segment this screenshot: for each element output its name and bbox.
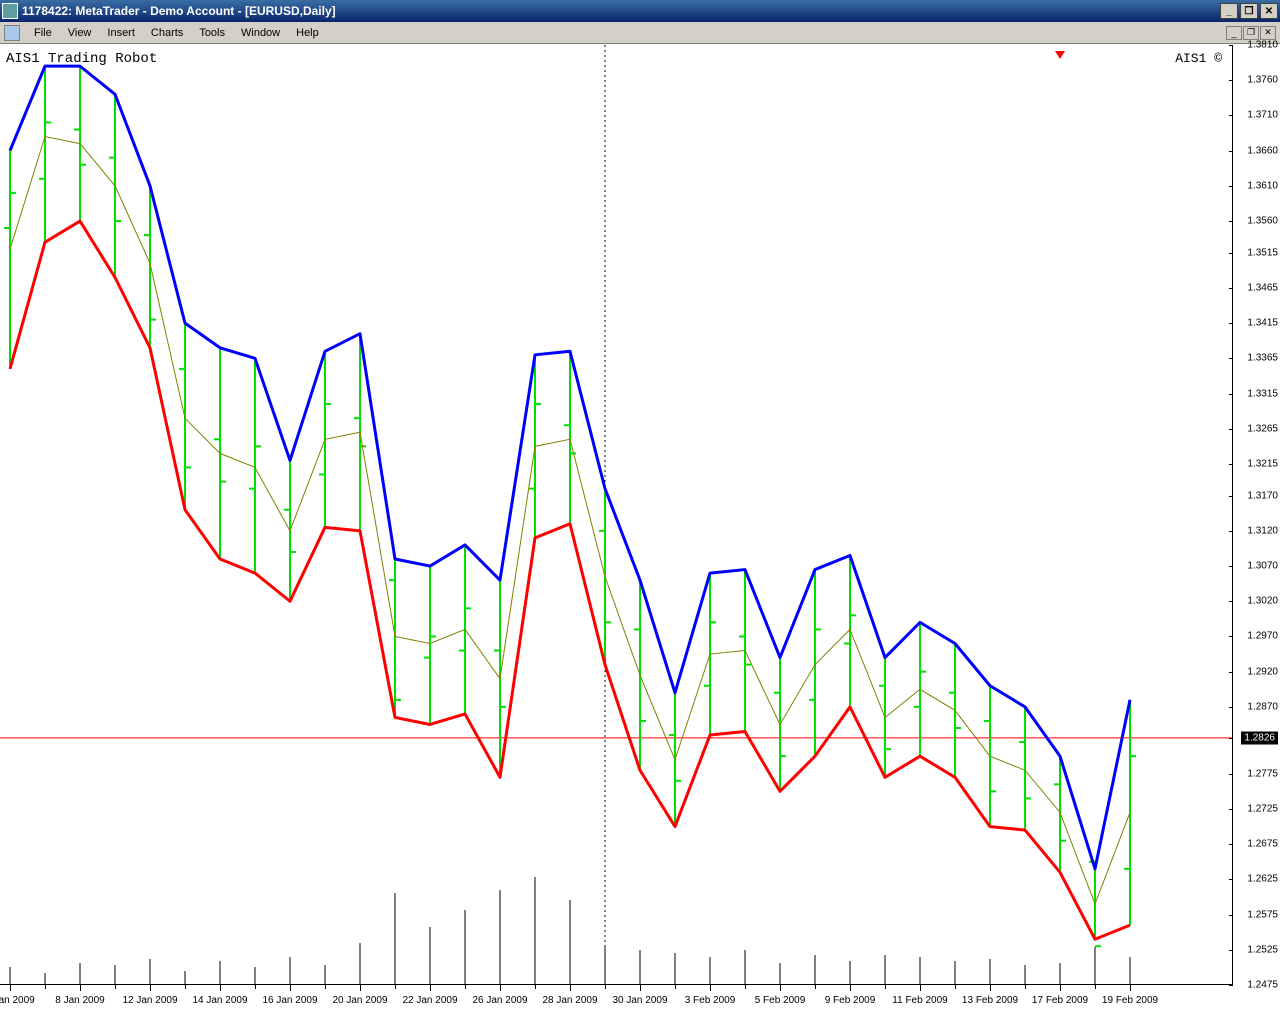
window-title: 1178422: MetaTrader - Demo Account - [EU… bbox=[22, 4, 1220, 18]
x-tick-label: 26 Jan 2009 bbox=[472, 995, 527, 1006]
menu-help[interactable]: Help bbox=[288, 25, 327, 41]
x-tick-label: 28 Jan 2009 bbox=[542, 995, 597, 1006]
y-tick-label: 1.2525 bbox=[1247, 944, 1278, 955]
mdi-close-button[interactable]: ✕ bbox=[1260, 26, 1276, 40]
x-tick-label: 19 Feb 2009 bbox=[1102, 995, 1158, 1006]
mdi-minimize-button[interactable]: _ bbox=[1226, 26, 1242, 40]
x-tick-label: 14 Jan 2009 bbox=[192, 995, 247, 1006]
x-tick-label: 20 Jan 2009 bbox=[332, 995, 387, 1006]
x-tick-label: 16 Jan 2009 bbox=[262, 995, 317, 1006]
app-icon bbox=[2, 3, 18, 19]
y-tick-label: 1.3610 bbox=[1247, 180, 1278, 191]
chart-area[interactable]: AIS1 Trading Robot AIS1 © 1.38101.37601.… bbox=[0, 44, 1280, 1024]
y-tick-label: 1.3315 bbox=[1247, 388, 1278, 399]
y-tick-label: 1.2920 bbox=[1247, 666, 1278, 677]
maximize-button[interactable]: ❐ bbox=[1240, 3, 1258, 19]
minimize-button[interactable]: _ bbox=[1220, 3, 1238, 19]
x-tick-label: 3 Feb 2009 bbox=[685, 995, 736, 1006]
y-tick-label: 1.2870 bbox=[1247, 701, 1278, 712]
y-tick-label: 1.3265 bbox=[1247, 423, 1278, 434]
chart-canvas bbox=[0, 45, 1232, 985]
window-titlebar: 1178422: MetaTrader - Demo Account - [EU… bbox=[0, 0, 1280, 22]
y-tick-label: 1.3710 bbox=[1247, 110, 1278, 121]
x-tick-label: 12 Jan 2009 bbox=[122, 995, 177, 1006]
x-tick-label: 22 Jan 2009 bbox=[402, 995, 457, 1006]
mdi-doc-icon bbox=[4, 25, 20, 41]
x-tick-label: 30 Jan 2009 bbox=[612, 995, 667, 1006]
y-tick-label: 1.3760 bbox=[1247, 75, 1278, 86]
x-tick-label: 9 Feb 2009 bbox=[825, 995, 876, 1006]
y-tick-label: 1.2970 bbox=[1247, 631, 1278, 642]
menu-file[interactable]: File bbox=[26, 25, 60, 41]
y-tick-label: 1.3365 bbox=[1247, 353, 1278, 364]
y-tick-label: 1.3810 bbox=[1247, 40, 1278, 51]
menu-window[interactable]: Window bbox=[233, 25, 288, 41]
x-tick-label: 11 Feb 2009 bbox=[892, 995, 947, 1006]
x-tick-label: 8 Jan 2009 bbox=[55, 995, 105, 1006]
y-tick-label: 1.3070 bbox=[1247, 561, 1278, 572]
y-tick-label: 1.2575 bbox=[1247, 909, 1278, 920]
y-tick-label: 1.3020 bbox=[1247, 596, 1278, 607]
current-price-label: 1.2826 bbox=[1241, 731, 1278, 744]
menu-insert[interactable]: Insert bbox=[99, 25, 143, 41]
y-tick-label: 1.3215 bbox=[1247, 458, 1278, 469]
x-tick-label: 5 Feb 2009 bbox=[755, 995, 806, 1006]
x-tick-label: 6 Jan 2009 bbox=[0, 995, 35, 1006]
x-tick-label: 17 Feb 2009 bbox=[1032, 995, 1088, 1006]
y-tick-label: 1.3660 bbox=[1247, 145, 1278, 156]
x-tick-label: 13 Feb 2009 bbox=[962, 995, 1018, 1006]
close-button[interactable]: ✕ bbox=[1260, 3, 1278, 19]
menu-tools[interactable]: Tools bbox=[191, 25, 233, 41]
y-tick-label: 1.2675 bbox=[1247, 839, 1278, 850]
y-tick-label: 1.2775 bbox=[1247, 768, 1278, 779]
y-tick-label: 1.2725 bbox=[1247, 803, 1278, 814]
y-tick-label: 1.3465 bbox=[1247, 282, 1278, 293]
menu-bar: File View Insert Charts Tools Window Hel… bbox=[0, 22, 1280, 44]
price-axis: 1.38101.37601.37101.36601.36101.35601.35… bbox=[1232, 45, 1280, 985]
menu-view[interactable]: View bbox=[60, 25, 100, 41]
y-tick-label: 1.2475 bbox=[1247, 980, 1278, 991]
time-axis: 6 Jan 2009 8 Jan 2009 12 Jan 2009 14 Jan 20… bbox=[0, 984, 1232, 1024]
menu-charts[interactable]: Charts bbox=[143, 25, 191, 41]
y-tick-label: 1.3560 bbox=[1247, 216, 1278, 227]
y-tick-label: 1.2625 bbox=[1247, 874, 1278, 885]
y-tick-label: 1.3515 bbox=[1247, 247, 1278, 258]
y-tick-label: 1.3415 bbox=[1247, 318, 1278, 329]
y-tick-label: 1.3120 bbox=[1247, 525, 1278, 536]
mdi-restore-button[interactable]: ❐ bbox=[1243, 26, 1259, 40]
y-tick-label: 1.3170 bbox=[1247, 490, 1278, 501]
